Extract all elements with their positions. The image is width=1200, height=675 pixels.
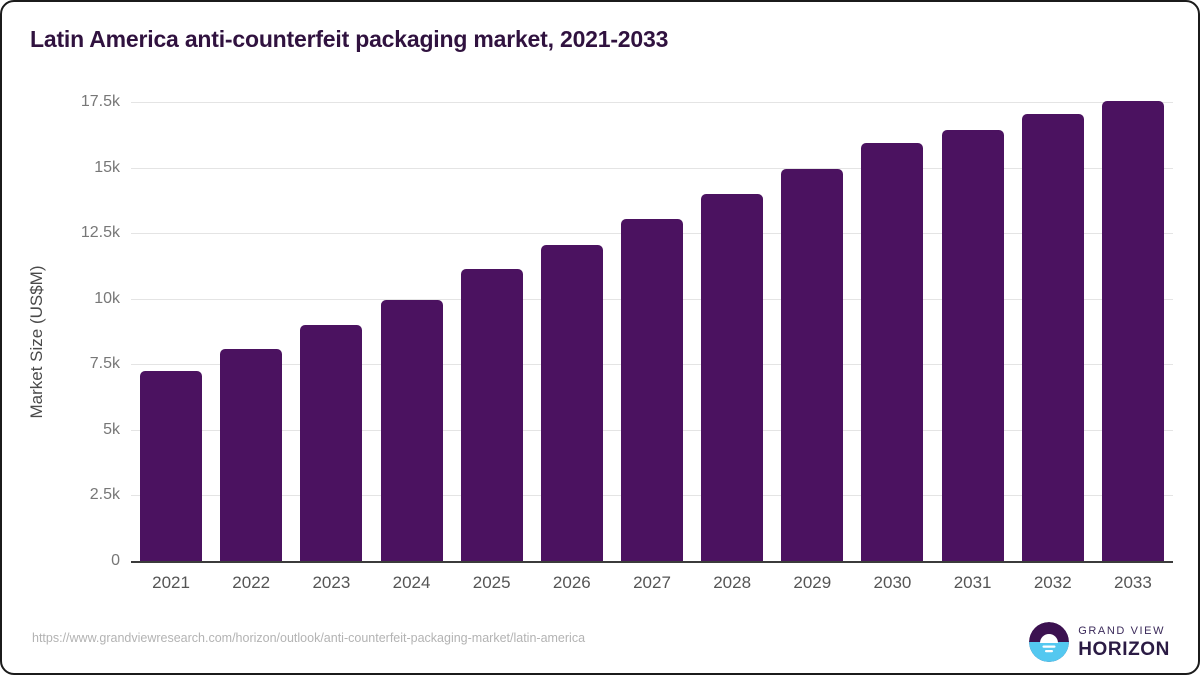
bars-group [131, 100, 1173, 561]
brand-logo[interactable]: GRAND VIEW HORIZON [1029, 622, 1170, 662]
chart-bar[interactable] [540, 244, 603, 561]
bar-slot [460, 102, 523, 561]
bar-slot [220, 102, 283, 561]
bar-slot [1101, 100, 1164, 561]
x-axis-tick-label: 2033 [1114, 573, 1152, 592]
chart-bar[interactable] [140, 370, 203, 561]
y-axis-tick-label: 7.5k [89, 355, 120, 373]
logo-wordmark: GRAND VIEW HORIZON [1078, 624, 1170, 660]
y-axis-tick-label: 2.5k [89, 486, 120, 504]
x-axis-tick-label: 2023 [312, 573, 351, 592]
x-axis-tick-label: 2029 [793, 573, 832, 592]
x-axis-tick-label: 2022 [232, 573, 271, 592]
y-axis-tick-label: 0 [111, 552, 120, 569]
chart-bar[interactable] [460, 268, 523, 561]
x-axis-tick-label: 2028 [713, 573, 752, 592]
y-axis-tick-label: 5k [103, 420, 120, 438]
y-axis-tick-label: 15k [94, 158, 120, 176]
bar-slot [621, 102, 683, 561]
bar-slot [140, 102, 203, 561]
page-title: Latin America anti-counterfeit packaging… [30, 26, 669, 52]
x-axis-tick-label: 2031 [953, 573, 992, 592]
chart-bar[interactable] [861, 142, 924, 561]
x-axis-tick-labels: 2021 2022 2023 2024 2025 2026 2027 2028 2029 2030… [131, 573, 1173, 603]
chart-bar[interactable] [380, 300, 443, 561]
chart-bar[interactable] [1021, 113, 1084, 561]
y-axis-tick-label: 17.5k [80, 93, 120, 110]
gridline [131, 102, 1173, 103]
x-axis-tick-label: 2027 [633, 573, 671, 592]
source-url[interactable]: https://www.grandviewresearch.com/horizo… [32, 631, 586, 645]
bar-slot [861, 102, 924, 561]
chart-bar[interactable] [941, 129, 1004, 561]
x-axis-tick-label: 2030 [873, 573, 912, 592]
bar-slot [701, 102, 764, 561]
logo-line-2: HORIZON [1078, 638, 1170, 660]
logo-line-1: GRAND VIEW [1078, 624, 1166, 637]
y-axis-tick-label: 12.5k [80, 224, 120, 242]
y-axis-tick-labels: 0 2.5k 5k 7.5k 10k 12.5k 15k 17.5k [20, 2, 120, 673]
gridline [131, 168, 1173, 169]
chart-bar[interactable] [1101, 100, 1164, 561]
chart-bar[interactable] [781, 168, 844, 561]
bar-slot [540, 102, 603, 561]
chart-bar[interactable] [220, 348, 283, 561]
x-axis-tick-label: 2024 [392, 573, 431, 592]
axis-baseline [131, 561, 1173, 563]
bar-slot [1021, 102, 1084, 561]
bar-slot [941, 102, 1004, 561]
x-axis-tick-label: 2032 [1033, 573, 1072, 592]
chart-bar[interactable] [701, 193, 764, 561]
horizon-sunrise-icon [1029, 622, 1070, 662]
y-axis-tick-label: 10k [94, 289, 120, 307]
bar-slot [781, 102, 844, 561]
x-axis-tick-label: 2025 [472, 573, 511, 592]
bar-slot [380, 102, 443, 561]
x-axis-tick-label: 2021 [152, 573, 190, 592]
bar-slot [300, 102, 363, 561]
chart-bar[interactable] [300, 324, 363, 561]
chart-bar[interactable] [621, 218, 683, 561]
x-axis-tick-label: 2026 [552, 573, 591, 592]
